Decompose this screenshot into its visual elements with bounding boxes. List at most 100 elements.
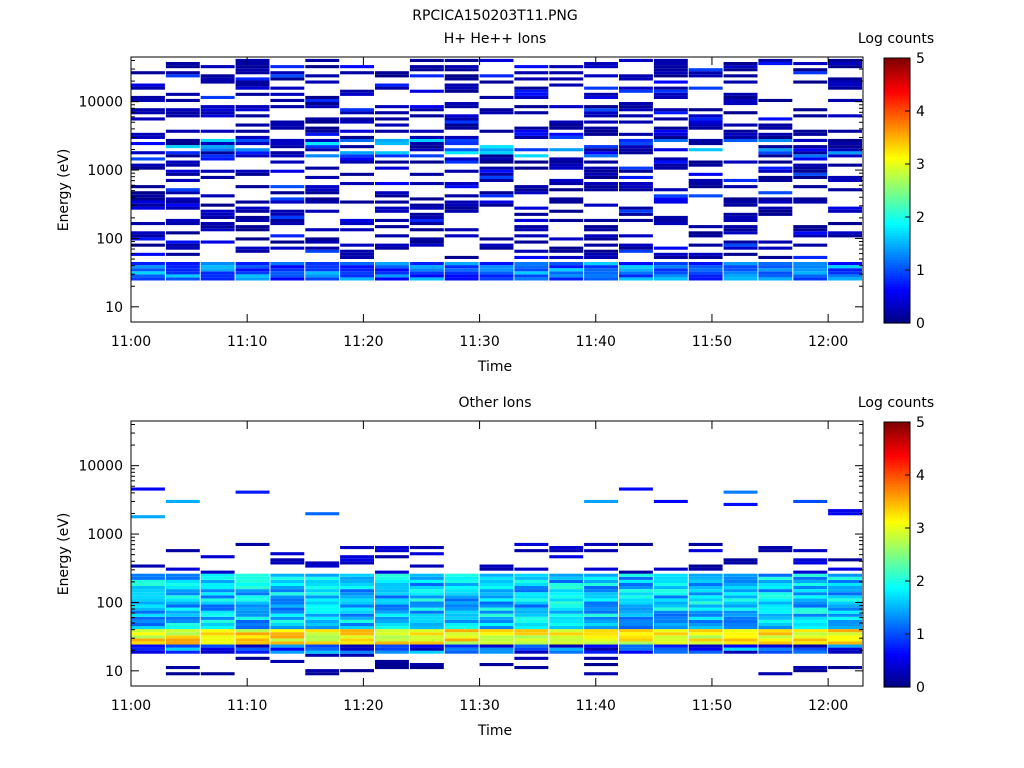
heatmap-cell (793, 570, 828, 574)
heatmap-cell (305, 564, 340, 568)
heatmap-cell (688, 604, 723, 608)
heatmap-cell (409, 240, 444, 244)
heatmap-cell (409, 610, 444, 614)
x-axis-label: Time (477, 359, 512, 375)
heatmap-cell (444, 604, 479, 608)
heatmap-cell (653, 200, 688, 204)
heatmap-cell (723, 240, 758, 244)
colorbar-swatch (884, 459, 910, 463)
heatmap-cell (619, 586, 653, 590)
colorbar-swatch (884, 185, 910, 189)
heatmap-cell (584, 169, 618, 173)
colorbar-swatch (884, 480, 910, 484)
colorbar-swatch (884, 490, 910, 495)
heatmap-cell (305, 145, 340, 149)
heatmap-cell (235, 586, 270, 590)
colorbar-swatch (884, 663, 910, 667)
colorbar-swatch (884, 453, 910, 458)
heatmap-cell (653, 623, 688, 627)
colorbar-swatch (884, 679, 910, 683)
colorbar-swatch (884, 522, 910, 526)
heatmap-cell (131, 231, 165, 235)
colorbar-swatch (884, 477, 910, 481)
heatmap-cell (758, 638, 793, 642)
colorbar-swatch (884, 623, 910, 627)
heatmap-cell (235, 579, 270, 583)
colorbar-swatch (884, 97, 910, 101)
heatmap-cell (514, 86, 549, 90)
heatmap-cell (479, 268, 514, 272)
heatmap-cell (235, 80, 270, 84)
heatmap-cell (200, 274, 235, 278)
heatmap-cell (444, 105, 479, 109)
heatmap-cell (619, 185, 653, 189)
heatmap-cell (131, 262, 165, 266)
heatmap-cell (758, 151, 793, 155)
heatmap-cell (584, 656, 618, 660)
heatmap-cell (514, 635, 549, 639)
heatmap-cell (549, 638, 584, 642)
heatmap-cell (165, 265, 200, 269)
heatmap-cell (584, 148, 618, 152)
heatmap-cell (828, 638, 862, 642)
heatmap-cell (305, 277, 340, 281)
heatmap-cell (619, 595, 653, 599)
heatmap-cell (375, 663, 409, 667)
heatmap-cell (584, 243, 618, 247)
heatmap-cell (584, 108, 618, 112)
heatmap-cell (549, 650, 584, 654)
heatmap-cell (549, 132, 584, 136)
heatmap-cell (131, 604, 165, 608)
heatmap-cell (758, 644, 793, 648)
plot-frame (130, 420, 864, 687)
heatmap-cell (584, 126, 618, 130)
heatmap-cell (653, 132, 688, 136)
heatmap-cell (305, 209, 340, 213)
colorbar-swatch (884, 209, 910, 213)
heatmap-cell (828, 582, 862, 586)
heatmap-cell (444, 89, 479, 93)
heatmap-cell (270, 579, 305, 583)
heatmap-cell (584, 573, 618, 577)
heatmap-cell (375, 644, 409, 648)
heatmap-cell (165, 71, 200, 75)
heatmap-cell (340, 582, 374, 586)
heatmap-cell (235, 632, 270, 636)
heatmap-cell (200, 240, 235, 244)
heatmap-cell (270, 647, 305, 651)
heatmap-cell (444, 610, 479, 614)
heatmap-cell (305, 98, 340, 102)
heatmap-cell (514, 71, 549, 75)
heatmap-cell (584, 65, 618, 69)
heatmap-cell (584, 271, 618, 275)
heatmap-cell (828, 138, 862, 142)
heatmap-cell (340, 262, 374, 266)
heatmap-cell (444, 274, 479, 278)
colorbar-swatch (884, 92, 910, 96)
heatmap-cell (340, 151, 374, 155)
heatmap-cell (793, 234, 828, 238)
heatmap-cell (305, 271, 340, 275)
heatmap-cell (200, 650, 235, 654)
heatmap-cell (828, 114, 862, 118)
heatmap-cell (479, 635, 514, 639)
heatmap-cell (200, 629, 235, 633)
heatmap-cell (619, 632, 653, 636)
heatmap-cell (409, 573, 444, 577)
heatmap-cell (340, 108, 374, 112)
heatmap-cell (270, 145, 305, 149)
heatmap-cell (375, 613, 409, 617)
heatmap-cell (619, 629, 653, 633)
colorbar-swatch (884, 684, 910, 688)
heatmap-cell (375, 160, 409, 164)
heatmap-cell (340, 644, 374, 648)
heatmap-cell (793, 647, 828, 651)
colorbar-swatch (884, 469, 910, 473)
heatmap-cell (793, 157, 828, 161)
colorbar-swatch (884, 293, 910, 298)
heatmap-cell (549, 163, 584, 167)
y-tick-label: 10000 (78, 95, 123, 111)
heatmap-cell (549, 601, 584, 605)
colorbar-swatch (884, 87, 910, 91)
panel-other-ions: Other Ions 11:00 11:10 11:20 11:30 11:40 11:5… (56, 395, 934, 739)
